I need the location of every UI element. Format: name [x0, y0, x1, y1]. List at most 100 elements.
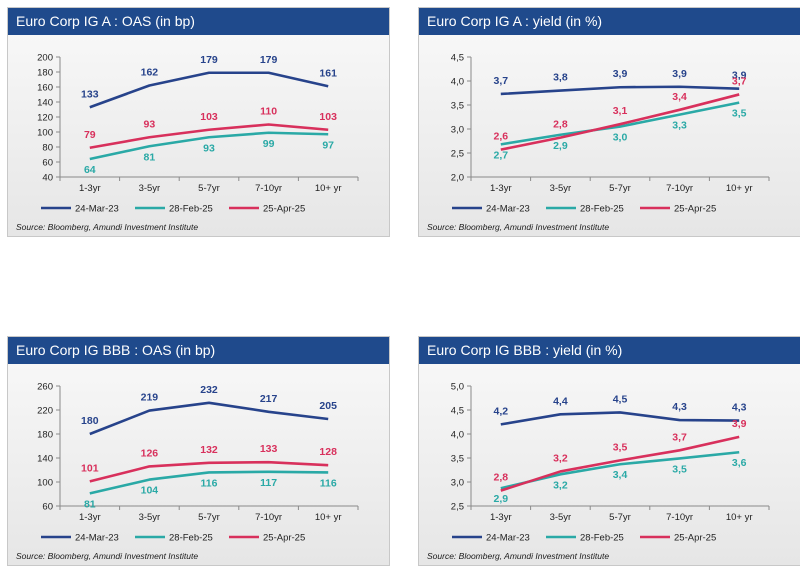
- data-label-mar-23: 3,9: [732, 70, 747, 82]
- legend-label-apr-25: 25-Apr-25: [263, 204, 305, 215]
- chart-body: 60 100 140 180 220 260 1-3yr 3-5yr 5-7yr 7-10yr 10…: [8, 364, 389, 565]
- series-line-apr-25: [500, 435, 740, 492]
- data-label-apr-25: 110: [260, 106, 277, 118]
- legend-label-mar-23: 24-Mar-23: [75, 533, 119, 544]
- legend-label-apr-25: 25-Apr-25: [674, 204, 716, 215]
- legend-label-feb-25: 28-Feb-25: [169, 204, 213, 215]
- data-label-mar-23: 161: [319, 67, 337, 79]
- y-tick-label: 2,0: [451, 173, 464, 184]
- y-tick-label: 60: [42, 158, 53, 169]
- chart-plot: 40 60 80 100 120 140 160 180 200 1-3yr 3-5yr 5-7yr 7…: [37, 53, 359, 215]
- data-label-feb-25: 64: [84, 164, 96, 176]
- y-tick-label: 4,0: [451, 77, 464, 88]
- y-tick-label: 220: [37, 406, 53, 417]
- data-label-apr-25: 101: [81, 462, 99, 474]
- series-line-mar-23: [89, 401, 329, 436]
- data-label-mar-23: 162: [141, 67, 159, 79]
- x-tick-label: 5-7yr: [609, 183, 631, 194]
- y-tick-label: 3,5: [451, 454, 464, 465]
- data-label-mar-23: 4,2: [493, 405, 508, 417]
- x-tick-label: 1-3yr: [79, 512, 101, 523]
- series-line-apr-25: [500, 93, 740, 151]
- y-tick-label: 140: [37, 454, 53, 465]
- data-label-feb-25: 3,2: [553, 479, 568, 491]
- x-tick-label: 10+ yr: [315, 183, 342, 194]
- legend-label-apr-25: 25-Apr-25: [263, 533, 305, 544]
- y-tick-label: 2,5: [451, 149, 464, 160]
- data-label-feb-25: 2,7: [493, 149, 508, 161]
- series-line-feb-25: [500, 101, 740, 146]
- x-tick-label: 10+ yr: [315, 512, 342, 523]
- data-label-apr-25: 128: [319, 446, 337, 458]
- y-tick-label: 3,5: [451, 101, 464, 112]
- data-label-feb-25: 104: [141, 485, 159, 497]
- y-tick-label: 5,0: [451, 382, 464, 393]
- data-label-feb-25: 2,9: [553, 140, 568, 152]
- x-tick-label: 3-5yr: [550, 512, 572, 523]
- data-label-apr-25: 2,6: [493, 131, 508, 143]
- x-tick-label: 10+ yr: [726, 183, 753, 194]
- data-label-apr-25: 3,1: [613, 105, 628, 117]
- data-label-apr-25: 103: [319, 111, 337, 123]
- y-tick-label: 40: [42, 173, 53, 184]
- source-note: Source: Bloomberg, Amundi Investment Ins…: [427, 222, 610, 232]
- data-label-mar-23: 179: [200, 54, 218, 66]
- chart-title: Euro Corp IG A : yield (in %): [419, 8, 800, 35]
- y-tick-label: 100: [37, 128, 53, 139]
- data-label-apr-25: 3,9: [732, 418, 747, 430]
- data-label-mar-23: 3,9: [613, 68, 628, 80]
- series-line-mar-23: [500, 411, 740, 426]
- chart-body: 2,0 2,5 3,0 3,5 4,0 4,5 1-3yr 3-5yr 5-7yr 7-10yr 1…: [419, 35, 800, 236]
- y-tick-label: 180: [37, 430, 53, 441]
- source-note: Source: Bloomberg, Amundi Investment Ins…: [427, 551, 610, 561]
- data-label-apr-25: 93: [144, 118, 156, 130]
- legend-label-apr-25: 25-Apr-25: [674, 533, 716, 544]
- data-label-feb-25: 3,4: [613, 469, 628, 481]
- chart-title: Euro Corp IG BBB : yield (in %): [419, 337, 800, 364]
- data-label-apr-25: 3,7: [732, 75, 747, 87]
- data-label-feb-25: 3,5: [672, 463, 687, 475]
- data-label-mar-23: 179: [260, 54, 278, 66]
- y-tick-label: 100: [37, 478, 53, 489]
- chart-plot: 60 100 140 180 220 260 1-3yr 3-5yr 5-7yr 7-10yr 10…: [37, 382, 359, 544]
- x-tick-label: 1-3yr: [490, 183, 512, 194]
- data-label-mar-23: 3,9: [672, 68, 687, 80]
- y-tick-label: 4,5: [451, 53, 464, 64]
- y-tick-label: 60: [42, 502, 53, 513]
- data-label-mar-23: 4,4: [553, 395, 568, 407]
- y-tick-label: 2,5: [451, 502, 464, 513]
- chart-panel-ig-a-yield: Euro Corp IG A : yield (in %) 2,0 2,5 3,0 3…: [418, 7, 800, 237]
- x-tick-label: 7-10yr: [666, 183, 693, 194]
- x-tick-label: 5-7yr: [198, 512, 220, 523]
- data-label-feb-25: 81: [144, 151, 156, 163]
- data-label-feb-25: 97: [322, 139, 334, 151]
- series-line-mar-23: [500, 85, 740, 96]
- y-tick-label: 200: [37, 53, 53, 64]
- chart-title: Euro Corp IG BBB : OAS (in bp): [8, 337, 389, 364]
- series-line-mar-23: [89, 71, 329, 109]
- x-tick-label: 7-10yr: [666, 512, 693, 523]
- x-tick-label: 3-5yr: [550, 183, 572, 194]
- data-label-mar-23: 180: [81, 415, 99, 427]
- series-line-feb-25: [89, 470, 329, 495]
- x-tick-label: 5-7yr: [198, 183, 220, 194]
- data-label-mar-23: 205: [319, 400, 337, 412]
- legend-label-feb-25: 28-Feb-25: [580, 204, 624, 215]
- data-label-apr-25: 3,7: [672, 431, 687, 443]
- y-tick-label: 4,0: [451, 430, 464, 441]
- data-label-mar-23: 4,5: [613, 393, 628, 405]
- data-label-apr-25: 103: [200, 111, 218, 123]
- y-tick-label: 4,5: [451, 406, 464, 417]
- data-label-feb-25: 116: [201, 477, 218, 489]
- x-tick-label: 3-5yr: [139, 512, 161, 523]
- data-label-apr-25: 132: [200, 444, 218, 456]
- data-label-feb-25: 3,6: [732, 457, 747, 469]
- y-tick-label: 80: [42, 143, 53, 154]
- chart-plot: 2,0 2,5 3,0 3,5 4,0 4,5 1-3yr 3-5yr 5-7yr 7-10yr 1…: [451, 53, 770, 215]
- chart-panel-ig-bbb-yield: Euro Corp IG BBB : yield (in %) 2,5 3,0 3,…: [418, 336, 800, 566]
- data-label-apr-25: 3,5: [613, 441, 628, 453]
- x-tick-label: 7-10yr: [255, 183, 282, 194]
- series-line-feb-25: [89, 131, 329, 161]
- data-label-apr-25: 126: [141, 447, 159, 459]
- data-label-feb-25: 3,5: [732, 108, 747, 120]
